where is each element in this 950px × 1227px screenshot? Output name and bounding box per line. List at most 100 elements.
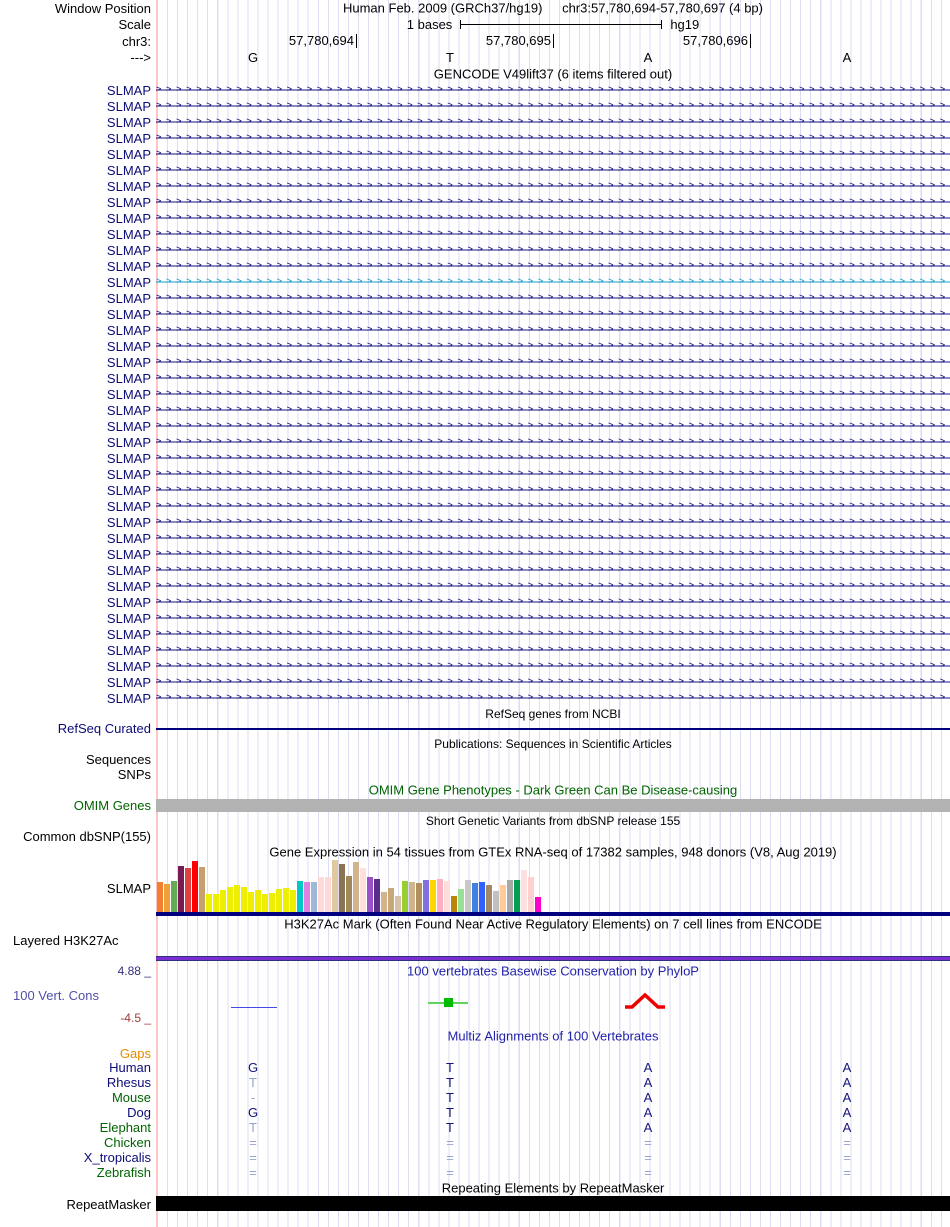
gene-label[interactable]: SLMAP [106, 466, 151, 482]
gtex-bar[interactable] [423, 880, 429, 912]
gtex-bar[interactable] [514, 880, 520, 912]
gtex-bar[interactable] [199, 867, 205, 912]
gene-label[interactable]: SLMAP [106, 258, 151, 274]
transcript-arrows[interactable]: >>>>>>>>>>>>>>>>>>>>>>>>>>>>>>>>>>>>>>>>… [156, 84, 950, 96]
transcript-arrows[interactable]: >>>>>>>>>>>>>>>>>>>>>>>>>>>>>>>>>>>>>>>>… [156, 180, 950, 192]
gtex-bar[interactable] [521, 870, 527, 912]
gene-label[interactable]: SLMAP [106, 674, 151, 690]
gtex-bar[interactable] [346, 876, 352, 912]
gtex-bar[interactable] [206, 894, 212, 912]
species-label[interactable]: Zebrafish [96, 1165, 151, 1180]
species-label[interactable]: Mouse [111, 1090, 151, 1105]
omim-genes-label[interactable]: OMIM Genes [73, 798, 151, 813]
gtex-bar[interactable] [297, 881, 303, 912]
phylop-title[interactable]: 100 vertebrates Basewise Conservation by… [407, 963, 699, 979]
gene-label[interactable]: SLMAP [106, 658, 151, 674]
species-label[interactable]: Rhesus [106, 1075, 151, 1090]
gene-label[interactable]: SLMAP [106, 82, 151, 98]
snps-label[interactable]: SNPs [117, 767, 151, 782]
gtex-bar[interactable] [472, 883, 478, 912]
gene-label[interactable]: SLMAP [106, 386, 151, 402]
gtex-bar[interactable] [402, 881, 408, 912]
transcript-arrows[interactable]: >>>>>>>>>>>>>>>>>>>>>>>>>>>>>>>>>>>>>>>>… [156, 436, 950, 448]
gene-label[interactable]: SLMAP [106, 242, 151, 258]
gtex-bar[interactable] [234, 885, 240, 912]
gtex-bar[interactable] [213, 894, 219, 912]
gencode-title[interactable]: GENCODE V49lift37 (6 items filtered out) [433, 66, 673, 81]
transcript-arrows[interactable]: >>>>>>>>>>>>>>>>>>>>>>>>>>>>>>>>>>>>>>>>… [156, 244, 950, 256]
species-label[interactable]: Dog [127, 1105, 151, 1120]
gtex-bar[interactable] [486, 885, 492, 912]
transcript-arrows[interactable]: >>>>>>>>>>>>>>>>>>>>>>>>>>>>>>>>>>>>>>>>… [156, 500, 950, 512]
gtex-bar[interactable] [416, 883, 422, 912]
refseq-title[interactable]: RefSeq genes from NCBI [485, 706, 621, 721]
gtex-gene-label[interactable]: SLMAP [106, 880, 151, 896]
transcript-arrows[interactable]: >>>>>>>>>>>>>>>>>>>>>>>>>>>>>>>>>>>>>>>>… [156, 308, 950, 320]
transcript-arrows[interactable]: >>>>>>>>>>>>>>>>>>>>>>>>>>>>>>>>>>>>>>>>… [156, 692, 950, 704]
species-label[interactable]: X_tropicalis [83, 1150, 151, 1165]
transcript-arrows[interactable]: >>>>>>>>>>>>>>>>>>>>>>>>>>>>>>>>>>>>>>>>… [156, 372, 950, 384]
transcript-arrows[interactable]: >>>>>>>>>>>>>>>>>>>>>>>>>>>>>>>>>>>>>>>>… [156, 484, 950, 496]
gtex-bar[interactable] [451, 896, 457, 912]
gene-label[interactable]: SLMAP [106, 338, 151, 354]
gtex-bar[interactable] [444, 881, 450, 912]
gene-label[interactable]: SLMAP [106, 226, 151, 242]
gtex-bar[interactable] [507, 880, 513, 912]
gene-label[interactable]: SLMAP [106, 274, 151, 290]
gene-label[interactable]: SLMAP [106, 210, 151, 226]
transcript-arrows[interactable]: >>>>>>>>>>>>>>>>>>>>>>>>>>>>>>>>>>>>>>>>… [156, 148, 950, 160]
transcript-arrows[interactable]: >>>>>>>>>>>>>>>>>>>>>>>>>>>>>>>>>>>>>>>>… [156, 628, 950, 640]
phylop-label[interactable]: 100 Vert. Cons [13, 987, 99, 1003]
gtex-bar[interactable] [437, 879, 443, 912]
gtex-bar[interactable] [325, 877, 331, 912]
h3k27ac-signal-band[interactable] [156, 956, 950, 961]
gtex-title[interactable]: Gene Expression in 54 tissues from GTEx … [269, 844, 837, 860]
gtex-bar[interactable] [171, 881, 177, 912]
gtex-bar[interactable] [220, 890, 226, 912]
gene-label[interactable]: SLMAP [106, 418, 151, 434]
repeatmasker-title[interactable]: Repeating Elements by RepeatMasker [441, 1180, 665, 1196]
gtex-bar[interactable] [528, 877, 534, 912]
publications-title[interactable]: Publications: Sequences in Scientific Ar… [434, 737, 672, 751]
gtex-bar[interactable] [262, 894, 268, 912]
gene-label[interactable]: SLMAP [106, 290, 151, 306]
gene-label[interactable]: SLMAP [106, 562, 151, 578]
gene-label[interactable]: SLMAP [106, 194, 151, 210]
gene-label[interactable]: SLMAP [106, 130, 151, 146]
gene-label[interactable]: SLMAP [106, 626, 151, 642]
transcript-arrows[interactable]: >>>>>>>>>>>>>>>>>>>>>>>>>>>>>>>>>>>>>>>>… [156, 564, 950, 576]
gtex-bar[interactable] [374, 879, 380, 912]
gtex-bar[interactable] [535, 897, 541, 912]
transcript-arrows[interactable]: >>>>>>>>>>>>>>>>>>>>>>>>>>>>>>>>>>>>>>>>… [156, 580, 950, 592]
gtex-bar[interactable] [178, 866, 184, 912]
transcript-arrows[interactable]: >>>>>>>>>>>>>>>>>>>>>>>>>>>>>>>>>>>>>>>>… [156, 196, 950, 208]
multiz-title[interactable]: Multiz Alignments of 100 Vertebrates [447, 1028, 659, 1044]
gene-label[interactable]: SLMAP [106, 162, 151, 178]
transcript-arrows[interactable]: >>>>>>>>>>>>>>>>>>>>>>>>>>>>>>>>>>>>>>>>… [156, 212, 950, 224]
gtex-bar[interactable] [479, 882, 485, 912]
transcript-arrows[interactable]: >>>>>>>>>>>>>>>>>>>>>>>>>>>>>>>>>>>>>>>>… [156, 548, 950, 560]
gene-label[interactable]: SLMAP [106, 306, 151, 322]
transcript-arrows[interactable]: >>>>>>>>>>>>>>>>>>>>>>>>>>>>>>>>>>>>>>>>… [156, 468, 950, 480]
common-dbsnp-label[interactable]: Common dbSNP(155) [23, 828, 151, 844]
transcript-arrows[interactable]: >>>>>>>>>>>>>>>>>>>>>>>>>>>>>>>>>>>>>>>>… [156, 676, 950, 688]
gtex-bar[interactable] [318, 877, 324, 912]
repeatmasker-item[interactable] [156, 1196, 950, 1211]
transcript-arrows[interactable]: >>>>>>>>>>>>>>>>>>>>>>>>>>>>>>>>>>>>>>>>… [156, 388, 950, 400]
transcript-arrows[interactable]: >>>>>>>>>>>>>>>>>>>>>>>>>>>>>>>>>>>>>>>>… [156, 116, 950, 128]
gtex-bar[interactable] [381, 892, 387, 912]
refseq-curated-item[interactable] [156, 727, 950, 730]
gtex-bar[interactable] [409, 882, 415, 912]
gene-label[interactable]: SLMAP [106, 322, 151, 338]
sequences-label[interactable]: Sequences [85, 752, 151, 767]
gene-label[interactable]: SLMAP [106, 642, 151, 658]
gene-label[interactable]: SLMAP [106, 354, 151, 370]
gene-label[interactable]: SLMAP [106, 514, 151, 530]
transcript-arrows[interactable]: >>>>>>>>>>>>>>>>>>>>>>>>>>>>>>>>>>>>>>>>… [156, 324, 950, 336]
gene-label[interactable]: SLMAP [106, 114, 151, 130]
gtex-bar[interactable] [192, 861, 198, 912]
gtex-bar[interactable] [290, 890, 296, 912]
h3k27ac-title[interactable]: H3K27Ac Mark (Often Found Near Active Re… [284, 916, 822, 932]
gtex-bar[interactable] [332, 860, 338, 912]
gtex-bar[interactable] [227, 887, 233, 912]
